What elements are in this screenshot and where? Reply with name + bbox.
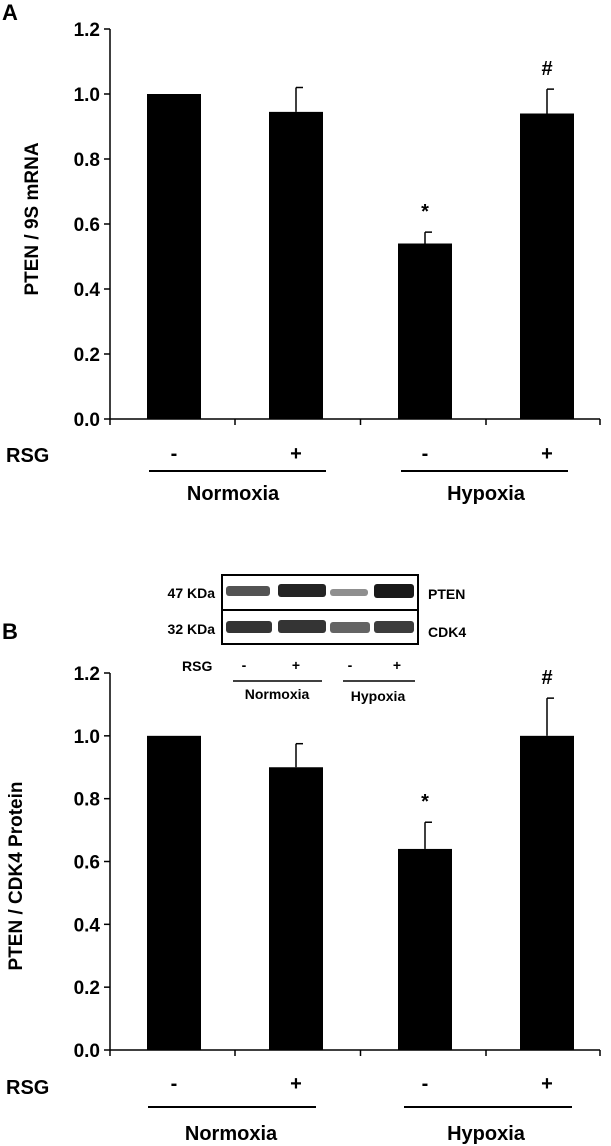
y-tick-label-a-1: 0.2 xyxy=(74,345,100,366)
band-cdk4-hypoxia-minus xyxy=(330,622,370,633)
panel-label-b: B xyxy=(2,619,18,644)
rsg-sign-a-2: + xyxy=(290,443,302,465)
bar-a-1 xyxy=(147,94,201,419)
blot-protein-cdk4: CDK4 xyxy=(428,624,466,640)
y-tick-label-a-5: 1.0 xyxy=(74,85,100,106)
band-cdk4-hypoxia-plus xyxy=(374,621,414,633)
y-tick-label-b-1: 0.2 xyxy=(74,978,100,999)
significance-marker-b-3: * xyxy=(421,791,429,813)
y-tick-label-b-4: 0.8 xyxy=(74,790,100,811)
rsg-sign-b-3: - xyxy=(422,1073,429,1095)
blot-rsg-sign-3: - xyxy=(348,657,353,673)
y-tick-label-a-6: 1.2 xyxy=(74,20,100,41)
chart-b: B PTEN / CDK4 Protein RSG Normoxia Hypox… xyxy=(2,619,601,1145)
significance-marker-a-4: # xyxy=(541,58,552,80)
rsg-row-label-a: RSG xyxy=(6,445,49,467)
blot-group-label-hypoxia: Hypoxia xyxy=(351,688,406,704)
blot-rsg-sign-2: + xyxy=(292,657,300,673)
rsg-sign-a-4: + xyxy=(541,443,553,465)
band-cdk4-normoxia-minus xyxy=(226,621,272,633)
rsg-sign-b-2: + xyxy=(290,1073,302,1095)
y-axis-label-a: PTEN / 9S mRNA xyxy=(22,142,43,295)
blot-rsg-sign-1: - xyxy=(242,657,247,673)
group-label-hypoxia-b: Hypoxia xyxy=(447,1123,526,1145)
group-label-normoxia-a: Normoxia xyxy=(187,483,280,505)
bar-b-2 xyxy=(269,767,323,1050)
blot-group-label-normoxia: Normoxia xyxy=(245,686,310,702)
band-pten-normoxia-plus xyxy=(278,584,326,597)
significance-marker-b-4: # xyxy=(541,667,552,689)
y-tick-label-a-0: 0.0 xyxy=(74,410,100,431)
significance-marker-a-3: * xyxy=(421,201,429,223)
blot-protein-pten: PTEN xyxy=(428,586,465,602)
bar-a-2 xyxy=(269,111,323,419)
band-cdk4-normoxia-plus xyxy=(278,620,326,633)
western-blot-inset: 47 KDa 32 KDa PTEN CDK4 RSG - + - + Norm… xyxy=(168,574,466,704)
bar-b-1 xyxy=(147,735,201,1050)
bar-a-3 xyxy=(398,243,452,419)
chart-a: A PTEN / 9S mRNA RSG Normoxia Hypoxia 0.… xyxy=(2,0,601,505)
blot-kda-pten: 47 KDa xyxy=(168,585,216,601)
y-tick-label-a-2: 0.4 xyxy=(74,280,101,301)
blot-rsg-sign-4: + xyxy=(393,657,401,673)
blot-rsg-label: RSG xyxy=(182,658,212,674)
band-pten-hypoxia-minus xyxy=(330,589,368,596)
rsg-row-label-b: RSG xyxy=(6,1077,49,1099)
band-pten-hypoxia-plus xyxy=(374,584,414,598)
bar-b-4 xyxy=(520,735,574,1050)
bar-a-4 xyxy=(520,113,574,419)
y-tick-label-a-3: 0.6 xyxy=(74,215,100,236)
band-pten-normoxia-minus xyxy=(226,586,270,596)
group-label-normoxia-b: Normoxia xyxy=(185,1123,278,1145)
panel-label-a: A xyxy=(2,0,18,25)
rsg-sign-b-1: - xyxy=(171,1073,178,1095)
y-tick-label-a-4: 0.8 xyxy=(74,150,100,171)
rsg-sign-a-3: - xyxy=(422,443,429,465)
blot-kda-cdk4: 32 KDa xyxy=(168,621,216,637)
group-label-hypoxia-a: Hypoxia xyxy=(447,483,526,505)
y-tick-label-b-2: 0.4 xyxy=(74,915,101,936)
bar-b-3 xyxy=(398,848,452,1050)
y-tick-label-b-0: 0.0 xyxy=(74,1041,100,1062)
rsg-sign-a-1: - xyxy=(171,443,178,465)
y-tick-label-b-5: 1.0 xyxy=(74,727,100,748)
y-tick-label-b-6: 1.2 xyxy=(74,664,100,685)
y-tick-label-b-3: 0.6 xyxy=(74,853,100,874)
rsg-sign-b-4: + xyxy=(541,1073,553,1095)
y-axis-label-b: PTEN / CDK4 Protein xyxy=(6,782,27,971)
